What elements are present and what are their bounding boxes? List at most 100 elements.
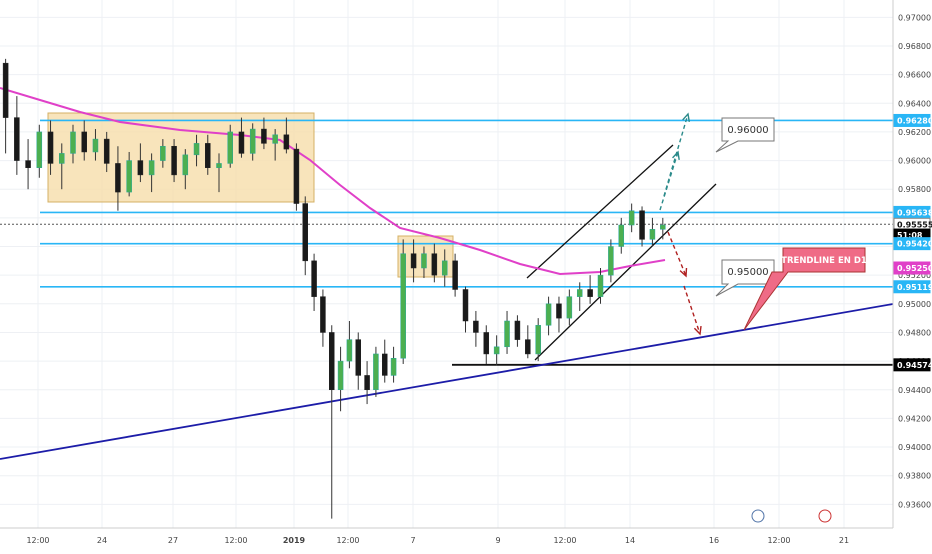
candle-body (171, 145, 177, 176)
candle-body (597, 274, 604, 297)
price-tick-label: 0.96000 (898, 157, 931, 166)
price-marker (893, 237, 931, 251)
projection-arrow-down-head (679, 267, 688, 278)
time-tick-label: 12:00 (336, 536, 359, 545)
projection-arrow-down[interactable] (667, 231, 687, 277)
projection-arrow-down-head (693, 325, 702, 336)
price-marker-label: 0.95638 (897, 208, 932, 217)
candle-body (2, 62, 9, 118)
candle-body (329, 332, 335, 391)
candle-body (431, 253, 438, 276)
candle-body (160, 145, 166, 161)
candle-body (535, 325, 541, 355)
price-marker (893, 113, 931, 127)
price-axis[interactable] (893, 0, 932, 550)
price-tick-label: 0.94200 (898, 414, 931, 423)
candle-body (115, 163, 121, 193)
candle-body (462, 289, 469, 322)
time-tick-label: 21 (839, 536, 849, 545)
moving-average-line (0, 87, 666, 276)
candle-body (227, 131, 233, 164)
price-marker (893, 358, 931, 372)
price-marker-label: 0.95555 (897, 220, 932, 229)
price-tick-label: 0.93800 (898, 472, 931, 481)
candle-body (337, 360, 344, 391)
time-tick-label: 2019 (283, 536, 306, 545)
candle-body (452, 260, 458, 290)
candle-body (25, 160, 31, 168)
projection-arrow-up[interactable] (659, 151, 679, 211)
time-axis[interactable] (0, 528, 932, 550)
candle-body (660, 224, 666, 230)
candle-body (193, 143, 200, 156)
time-tick-label: 12:00 (224, 536, 247, 545)
time-tick-label: 12:00 (553, 536, 576, 545)
candle-body (36, 131, 43, 168)
callout-0.95000 (715, 259, 775, 297)
callout-text: TRENDLINE EN D1 (781, 256, 867, 266)
candle-body (261, 128, 267, 144)
price-marker (893, 280, 931, 294)
channel-lower-line[interactable] (534, 183, 717, 361)
candle-body (355, 339, 361, 376)
price-tick-label: 0.96600 (898, 71, 931, 80)
price-marker-label: 51:08 (897, 231, 923, 240)
price-tick-label: 0.94800 (898, 328, 931, 337)
candle-body (618, 224, 625, 247)
candle-body (390, 357, 397, 376)
price-marker-label: 0.95119 (897, 283, 932, 292)
time-tick-label: 16 (709, 536, 719, 545)
time-tick-label: 14 (625, 536, 635, 545)
channel-upper-line[interactable] (526, 144, 674, 279)
candle-body (283, 134, 290, 150)
candle-body (382, 353, 388, 376)
trendline-d1[interactable] (0, 303, 894, 460)
callout-text: 0.96000 (727, 125, 768, 136)
time-tick-label: 7 (410, 536, 415, 545)
candle-body (81, 131, 87, 153)
candle-body (216, 163, 222, 168)
candle-body (493, 346, 500, 355)
candle-body (373, 353, 379, 391)
price-tick-label: 0.95800 (898, 185, 931, 194)
candle-body (421, 253, 427, 269)
price-tick-label: 0.96800 (898, 42, 931, 51)
candle-body (608, 246, 614, 276)
price-tick-label: 0.95000 (898, 300, 931, 309)
callout-text: 0.95000 (727, 267, 768, 278)
candle-body (400, 253, 406, 359)
candle-body (346, 339, 353, 362)
event-flag-icon[interactable] (818, 509, 832, 523)
candle-body (441, 260, 448, 276)
price-marker-label: 0.95420 (897, 240, 932, 249)
candle-body (238, 131, 245, 154)
candle-body (103, 138, 110, 164)
candle-body (483, 332, 490, 355)
candle-body (302, 203, 308, 262)
projection-arrow-down[interactable] (683, 285, 701, 335)
candle-body (137, 160, 144, 176)
event-flag-icon[interactable] (751, 509, 765, 523)
candle-body (649, 229, 656, 240)
candle-body (59, 153, 65, 164)
price-marker-label: 0.95250 (897, 264, 932, 273)
time-tick-label: 24 (97, 536, 107, 545)
candle-body (639, 210, 645, 240)
range-box (47, 112, 315, 203)
trendline-callout (743, 247, 866, 331)
candle-body (47, 131, 54, 164)
candle-body (70, 131, 76, 154)
candle-body (92, 138, 99, 153)
candle-body (364, 375, 370, 391)
candle-body (410, 253, 417, 269)
price-tick-label: 0.94000 (898, 443, 931, 452)
price-tick-label: 0.94400 (898, 386, 931, 395)
candle-body (525, 339, 531, 355)
price-tick-label: 0.97000 (898, 13, 931, 22)
price-marker (893, 261, 931, 275)
candle-body (587, 289, 593, 297)
candle-body (556, 303, 562, 319)
price-tick-label: 0.95200 (898, 271, 931, 280)
